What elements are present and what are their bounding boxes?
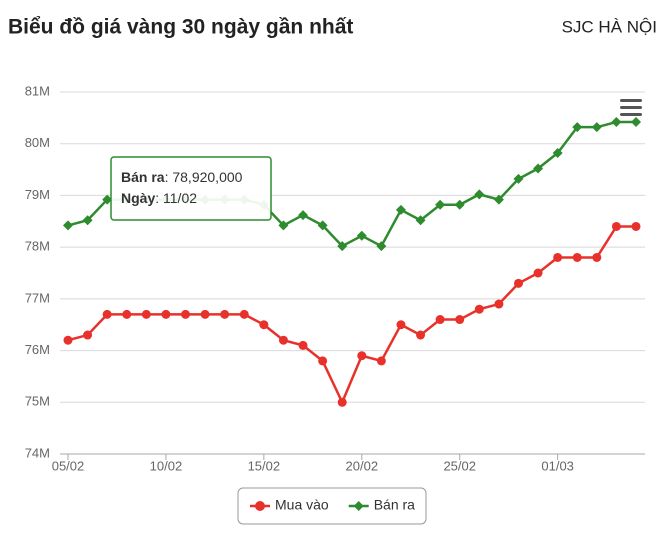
point (494, 299, 504, 309)
legend-marker (353, 501, 364, 511)
tooltip-line: Ngày: 11/02 (121, 190, 197, 206)
x-tick-label: 25/02 (443, 458, 476, 473)
y-tick-label: 76M (25, 342, 50, 357)
point (356, 230, 367, 241)
point (611, 221, 621, 231)
tooltip-line: Bán ra: 78,920,000 (121, 169, 243, 185)
point (513, 278, 523, 288)
point (318, 356, 328, 366)
point (337, 397, 347, 407)
tooltip-text: 11/02 (163, 190, 197, 206)
point (533, 268, 543, 278)
point (435, 199, 446, 210)
point (376, 241, 387, 252)
point (63, 220, 73, 231)
point (552, 148, 563, 159)
series-line (67, 225, 636, 406)
point (200, 309, 210, 319)
y-tick-label: 74M (25, 445, 50, 460)
legend-box (237, 487, 427, 525)
tooltip-sep: : (155, 190, 163, 206)
point (395, 204, 406, 215)
legend-marker (255, 501, 265, 511)
menu-bar (620, 113, 642, 116)
legend-item[interactable]: Mua vào (250, 497, 329, 513)
point (102, 309, 112, 319)
point (553, 252, 563, 262)
chart-title: Biểu đồ giá vàng 30 ngày gần nhất (8, 16, 353, 39)
point (102, 194, 113, 205)
x-tick-label: 10/02 (150, 458, 183, 473)
point (259, 320, 269, 330)
point (83, 330, 93, 340)
legend: Mua vào Bán ra (237, 487, 427, 525)
point (591, 122, 602, 133)
point (357, 351, 367, 361)
point (376, 356, 386, 366)
x-tick-label: 01/03 (541, 458, 574, 473)
legend-label: Mua vào (275, 497, 329, 513)
point (278, 220, 289, 231)
point (611, 116, 622, 127)
point (317, 220, 328, 231)
point (592, 252, 602, 262)
tooltip-sep: : (165, 169, 173, 185)
point (181, 309, 191, 319)
tooltip: Bán ra: 78,920,000 Ngày: 11/02 (110, 156, 272, 221)
point (239, 309, 249, 319)
point (533, 163, 544, 174)
point (298, 340, 308, 350)
point (141, 309, 151, 319)
legend-label: Bán ra (374, 497, 415, 513)
point (82, 215, 93, 226)
point (631, 116, 641, 127)
point (493, 194, 504, 205)
y-tick-label: 80M (25, 135, 50, 150)
point (455, 315, 465, 325)
y-tick-label: 81M (25, 83, 50, 98)
y-tick-label: 79M (25, 187, 50, 202)
point (631, 221, 641, 231)
point (435, 315, 445, 325)
legend-item[interactable]: Bán ra (348, 497, 415, 513)
point (298, 210, 309, 221)
point (415, 215, 426, 226)
point (220, 309, 230, 319)
tooltip-box (110, 156, 272, 221)
point (122, 309, 132, 319)
point (454, 199, 465, 210)
x-tick-label: 20/02 (346, 458, 379, 473)
menu-button[interactable] (620, 99, 642, 116)
point (513, 173, 524, 184)
x-tick-label: 05/02 (52, 458, 85, 473)
point (474, 304, 484, 314)
point (572, 122, 583, 133)
point (278, 335, 288, 345)
point (474, 189, 485, 200)
tooltip-text: Bán ra (121, 169, 165, 185)
point (337, 241, 348, 252)
point (396, 320, 406, 330)
y-tick-label: 77M (25, 290, 50, 305)
point (161, 309, 171, 319)
y-tick-label: 75M (25, 394, 50, 409)
menu-bar (620, 106, 642, 109)
tooltip-text: 78,920,000 (172, 169, 242, 185)
point (416, 330, 426, 340)
menu-bar (620, 99, 642, 102)
tooltip-text: Ngày (121, 190, 155, 206)
point (572, 252, 582, 262)
y-tick-label: 78M (25, 239, 50, 254)
x-tick-label: 15/02 (248, 458, 281, 473)
chart-subtitle: SJC HÀ NỘI (562, 17, 657, 36)
point (63, 335, 73, 345)
